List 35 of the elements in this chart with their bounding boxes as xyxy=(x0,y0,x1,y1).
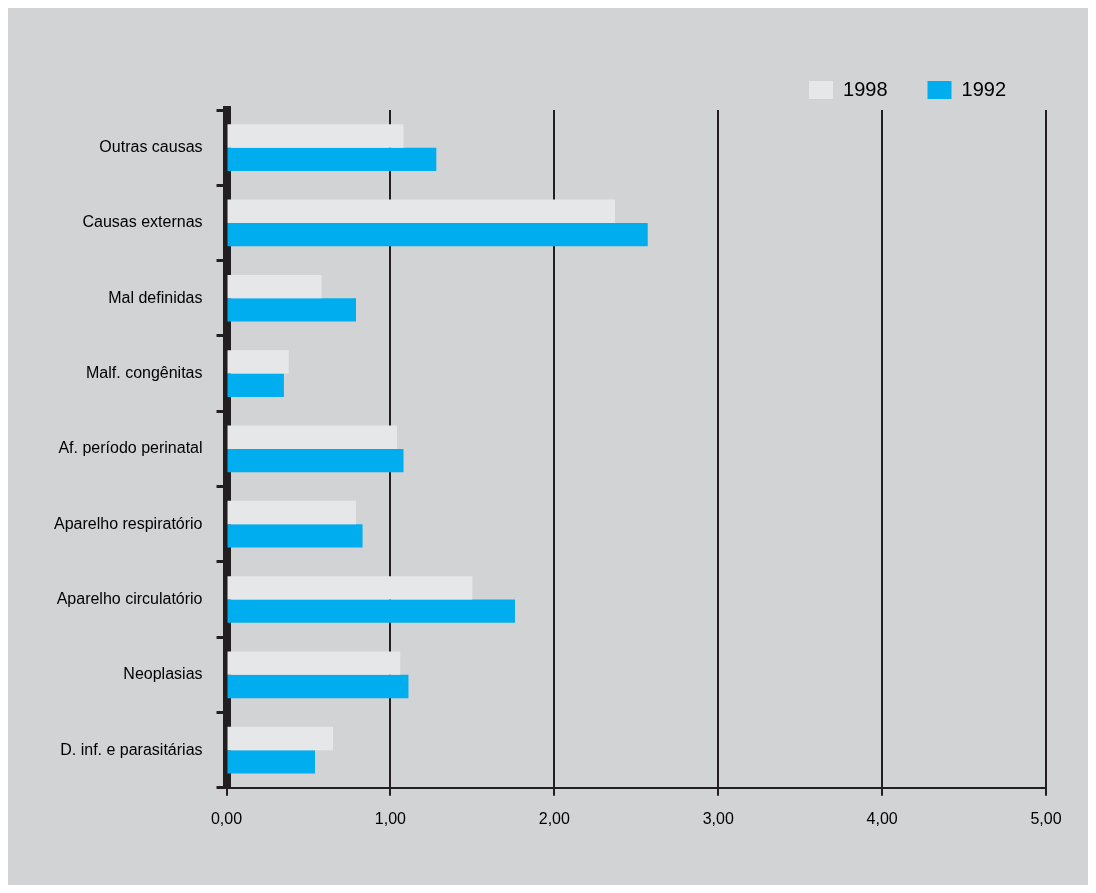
y-tick-label: Af. período perinatal xyxy=(58,439,203,457)
legend-label: 1992 xyxy=(961,77,1007,100)
bar xyxy=(227,222,648,247)
bar xyxy=(227,651,401,675)
x-tick-label: 3,00 xyxy=(702,809,734,827)
y-tick-label: Causas externas xyxy=(82,213,203,231)
bar xyxy=(227,298,356,322)
y-tick-label: Neoplasias xyxy=(123,665,203,683)
y-tick-label: Outras causas xyxy=(99,138,203,156)
bar xyxy=(227,576,473,600)
y-tick-label: Aparelho respiratório xyxy=(53,514,203,532)
bar xyxy=(227,599,515,623)
bar xyxy=(227,448,404,473)
x-tick-label: 2,00 xyxy=(538,809,570,827)
y-tick-label: Malf. congênitas xyxy=(86,364,203,381)
legend-label: 1998 xyxy=(843,77,888,100)
bar xyxy=(227,750,316,774)
bar xyxy=(227,124,404,148)
y-tick-label: D. inf. e parasitárias xyxy=(60,740,203,758)
x-tick-label: 1,00 xyxy=(374,809,407,827)
bar xyxy=(227,350,289,374)
bar xyxy=(227,425,397,449)
bar xyxy=(227,726,334,751)
y-tick-label: Mal definidas xyxy=(108,288,203,306)
bar xyxy=(227,373,284,397)
bar xyxy=(227,500,356,525)
bar xyxy=(227,274,322,299)
x-tick-label: 0,00 xyxy=(210,809,243,827)
x-tick-label: 4,00 xyxy=(866,809,898,827)
bar xyxy=(227,199,615,223)
bar xyxy=(227,524,363,548)
x-tick-label: 5,00 xyxy=(1030,809,1062,827)
y-tick-label: Aparelho circulatório xyxy=(56,589,203,607)
bar xyxy=(227,674,409,699)
bar xyxy=(227,147,437,171)
